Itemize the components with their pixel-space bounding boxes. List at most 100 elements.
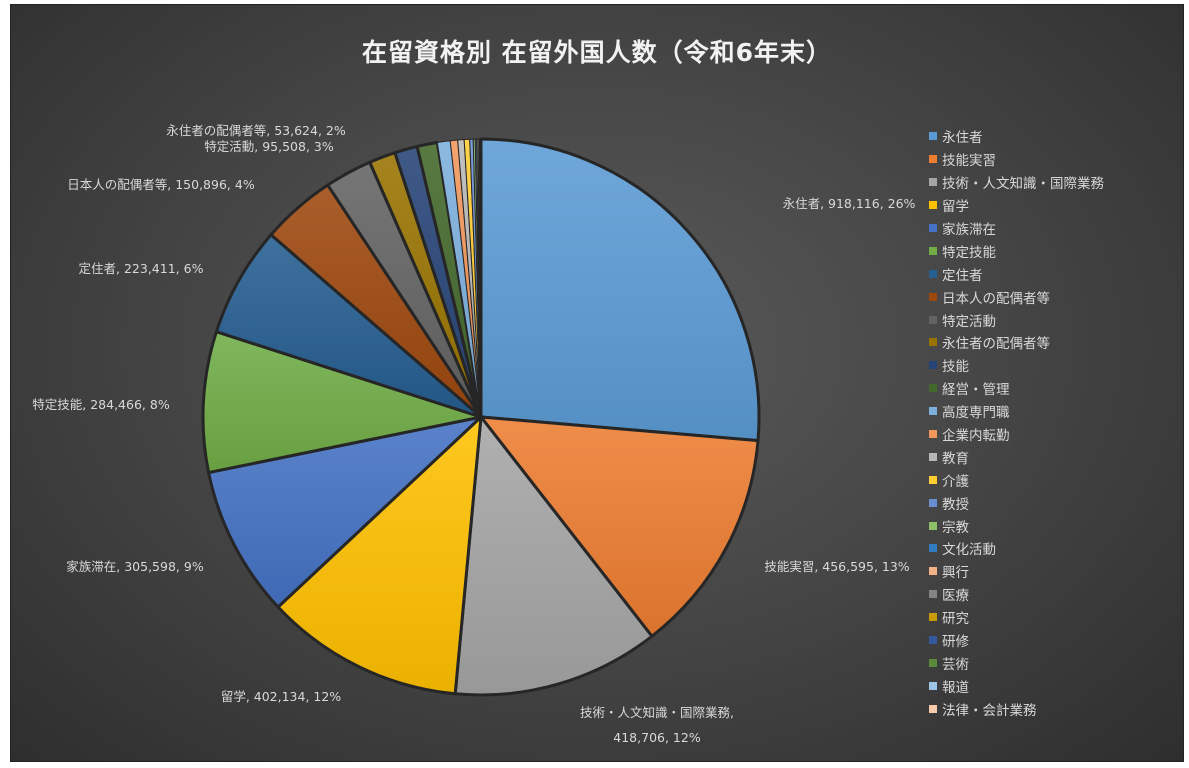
slice-data-label: 永住者, 918,116, 26% bbox=[783, 196, 916, 211]
legend-label: 技術・人文知識・国際業務 bbox=[942, 176, 1104, 193]
chart-title: 在留資格別 在留外国人数（令和6年末） bbox=[361, 38, 833, 67]
legend-item: 興行 bbox=[929, 560, 1179, 583]
legend-label: 企業内転勤 bbox=[942, 428, 1010, 445]
legend-item: 留学 bbox=[929, 194, 1179, 217]
slice-data-label: 技術・人文知識・国際業務, bbox=[580, 705, 734, 720]
legend-swatch bbox=[929, 567, 937, 576]
legend-label: 介護 bbox=[942, 473, 969, 490]
legend-swatch bbox=[929, 407, 937, 416]
legend-swatch bbox=[929, 544, 937, 553]
legend-swatch bbox=[929, 475, 937, 484]
legend-label: 研修 bbox=[942, 634, 969, 651]
legend-swatch bbox=[929, 613, 937, 622]
legend-item: 定住者 bbox=[929, 262, 1179, 285]
legend-swatch bbox=[929, 201, 937, 210]
legend-item: 技能実習 bbox=[929, 148, 1179, 171]
legend-item: 特定技能 bbox=[929, 239, 1179, 262]
legend-swatch bbox=[929, 361, 937, 370]
legend-label: 法律・会計業務 bbox=[942, 702, 1037, 719]
legend-swatch bbox=[929, 178, 937, 187]
legend-swatch bbox=[929, 338, 937, 347]
legend-label: 特定技能 bbox=[942, 244, 996, 261]
pie-slice bbox=[214, 233, 483, 419]
legend-label: 日本人の配偶者等 bbox=[942, 290, 1050, 307]
legend-item: 医療 bbox=[929, 583, 1179, 606]
legend-swatch bbox=[929, 590, 937, 599]
legend-swatch bbox=[929, 430, 937, 439]
legend-label: 研究 bbox=[942, 611, 969, 628]
legend: 永住者技能実習技術・人文知識・国際業務 留学家族滞在特定技能定住者日本人の配偶者等… bbox=[929, 125, 1179, 720]
legend-item: 日本人の配偶者等 bbox=[929, 285, 1179, 308]
slice-data-label: 留学, 402,134, 12% bbox=[221, 689, 341, 704]
legend-label: 定住者 bbox=[942, 267, 983, 284]
legend-item: 特定活動 bbox=[929, 308, 1179, 331]
legend-item: 教授 bbox=[929, 491, 1179, 514]
legend-item: 法律・会計業務 bbox=[929, 697, 1179, 720]
slice-data-label: 技能実習, 456,595, 13% bbox=[764, 559, 909, 574]
legend-item: 介護 bbox=[929, 468, 1179, 491]
legend-label: 留学 bbox=[942, 199, 969, 216]
legend-swatch bbox=[929, 452, 937, 461]
legend-swatch bbox=[929, 155, 937, 164]
legend-label: 芸術 bbox=[942, 656, 969, 673]
legend-swatch bbox=[929, 636, 937, 645]
legend-swatch bbox=[929, 132, 937, 141]
legend-swatch bbox=[929, 521, 937, 530]
pie-slice bbox=[207, 415, 483, 609]
legend-item: 研修 bbox=[929, 629, 1179, 652]
legend-item: 高度専門職 bbox=[929, 400, 1179, 423]
legend-label: 興行 bbox=[942, 565, 969, 582]
pie-slice bbox=[479, 415, 760, 638]
legend-item: 文化活動 bbox=[929, 537, 1179, 560]
legend-swatch bbox=[929, 681, 937, 690]
legend-swatch bbox=[929, 498, 937, 507]
slice-data-label: 特定技能, 284,466, 8% bbox=[32, 397, 170, 412]
pie-slice bbox=[453, 415, 654, 697]
legend-swatch bbox=[929, 704, 937, 713]
slice-data-label: 家族滞在, 305,598, 9% bbox=[66, 559, 204, 574]
legend-label: 報道 bbox=[942, 679, 969, 696]
legend-swatch bbox=[929, 246, 937, 255]
legend-label: 特定活動 bbox=[942, 313, 996, 330]
legend-label: 高度専門職 bbox=[942, 405, 1010, 422]
legend-label: 技能実習 bbox=[942, 153, 996, 170]
legend-item: 宗教 bbox=[929, 514, 1179, 537]
legend-label: 教育 bbox=[942, 450, 969, 467]
slice-data-label: 418,706, 12% bbox=[613, 730, 701, 745]
legend-item: 経営・管理 bbox=[929, 377, 1179, 400]
slice-data-label: 定住者, 223,411, 6% bbox=[79, 261, 204, 276]
legend-item: 研究 bbox=[929, 606, 1179, 629]
legend-item: 芸術 bbox=[929, 651, 1179, 674]
legend-swatch bbox=[929, 224, 937, 232]
legend-swatch bbox=[929, 292, 937, 301]
legend-label: 医療 bbox=[942, 588, 969, 605]
legend-label: 技能 bbox=[942, 359, 969, 376]
pie-slice bbox=[276, 415, 483, 696]
slice-data-label: 永住者の配偶者等, 53,624, 2% bbox=[166, 123, 346, 138]
legend-swatch bbox=[929, 384, 937, 393]
legend-label: 永住者の配偶者等 bbox=[942, 336, 1050, 353]
legend-label: 文化活動 bbox=[942, 542, 996, 559]
legend-item: 技能 bbox=[929, 354, 1179, 377]
chart-area: 在留資格別 在留外国人数（令和6年末） 永住者, 918,116, 26% 技能実… bbox=[10, 4, 1184, 762]
legend-swatch bbox=[929, 658, 937, 667]
legend-item: 永住者の配偶者等 bbox=[929, 331, 1179, 354]
legend-item: 教育 bbox=[929, 445, 1179, 468]
legend-label: 家族滞在 bbox=[942, 222, 996, 238]
legend-item: 企業内転勤 bbox=[929, 423, 1179, 446]
slice-data-label: 特定活動, 95,508, 3% bbox=[204, 139, 334, 154]
legend-label: 教授 bbox=[942, 496, 969, 513]
legend-label: 永住者 bbox=[942, 130, 983, 147]
legend-label: 経営・管理 bbox=[942, 382, 1010, 399]
legend-item: 技術・人文知識・国際業務 bbox=[929, 171, 1179, 194]
legend-item: 家族滞在 bbox=[929, 217, 1179, 240]
legend-item: 報道 bbox=[929, 674, 1179, 697]
pie-slice bbox=[201, 330, 483, 475]
legend-item: 永住者 bbox=[929, 125, 1179, 148]
pie-chart: 永住者, 918,116, 26% 技能実習, 456,595, 13% 技術・人文… bbox=[32, 123, 916, 745]
legend-swatch bbox=[929, 315, 937, 324]
legend-swatch bbox=[929, 269, 937, 278]
legend-label: 宗教 bbox=[942, 519, 969, 536]
pie-slice bbox=[479, 137, 761, 443]
slice-data-label: 日本人の配偶者等, 150,896, 4% bbox=[67, 177, 255, 192]
